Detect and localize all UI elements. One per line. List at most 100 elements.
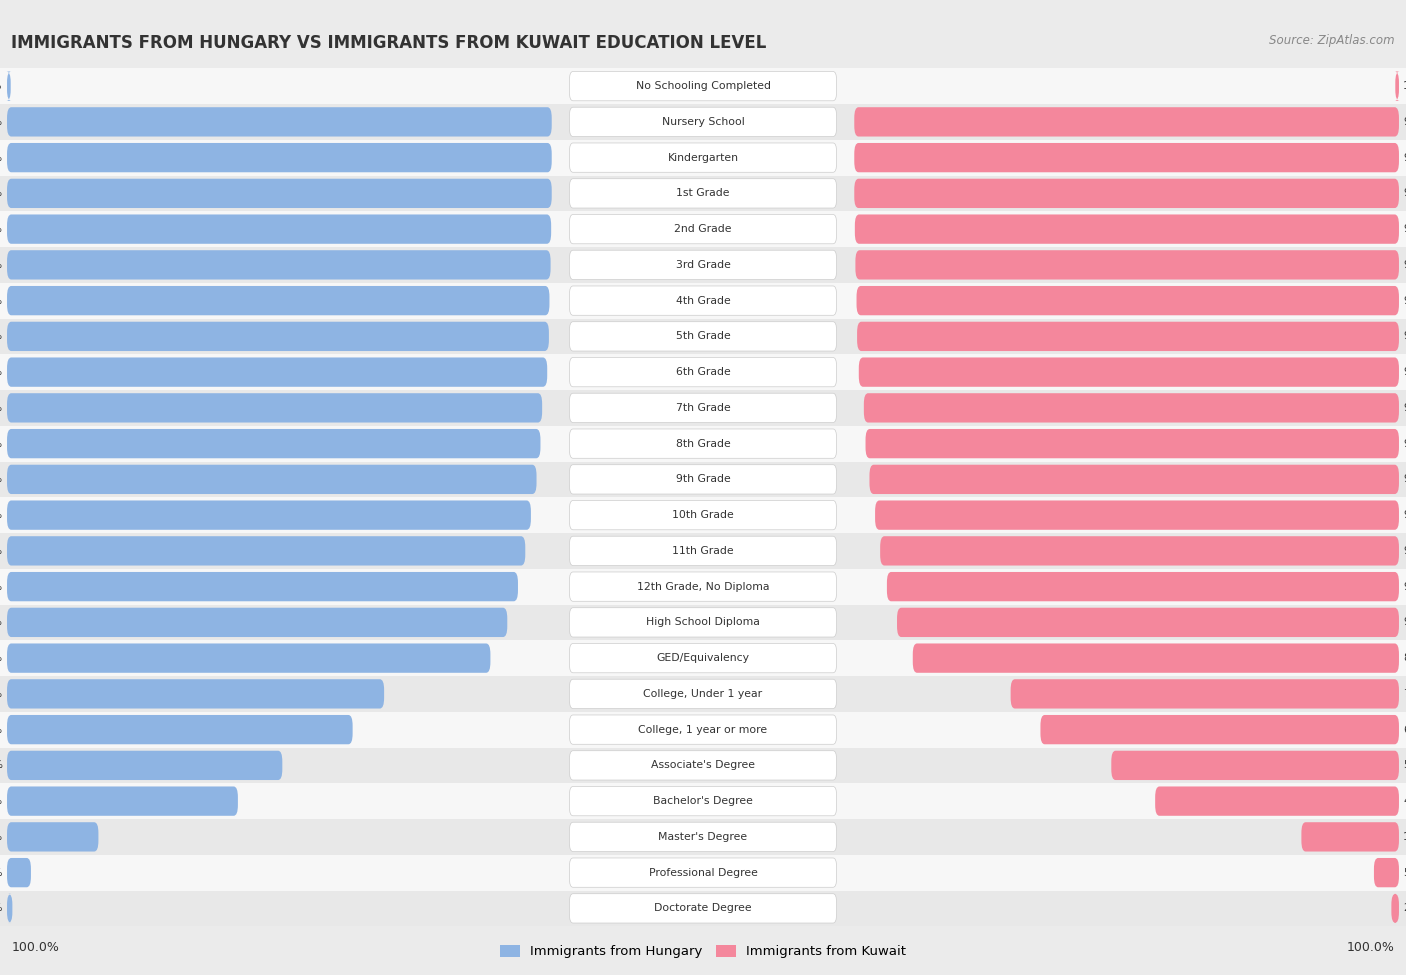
- Bar: [0, 604, 1406, 641]
- Text: 18.6%: 18.6%: [1403, 832, 1406, 841]
- Bar: [0, 139, 1406, 176]
- Text: 93.5%: 93.5%: [1403, 546, 1406, 556]
- FancyBboxPatch shape: [855, 107, 1399, 136]
- Bar: [0, 890, 1406, 926]
- FancyBboxPatch shape: [569, 429, 837, 458]
- Text: 100.0%: 100.0%: [11, 941, 59, 955]
- Bar: [0, 497, 1406, 533]
- FancyBboxPatch shape: [569, 286, 837, 315]
- Text: 97.3%: 97.3%: [0, 368, 3, 377]
- FancyBboxPatch shape: [7, 107, 551, 136]
- Text: 2.6%: 2.6%: [1403, 904, 1406, 914]
- FancyBboxPatch shape: [569, 894, 837, 923]
- Text: College, 1 year or more: College, 1 year or more: [638, 724, 768, 734]
- Bar: [0, 68, 1406, 104]
- Text: 95.4%: 95.4%: [0, 475, 3, 485]
- FancyBboxPatch shape: [7, 178, 551, 208]
- Text: 3rd Grade: 3rd Grade: [675, 260, 731, 270]
- FancyBboxPatch shape: [7, 500, 531, 529]
- Text: Associate's Degree: Associate's Degree: [651, 760, 755, 770]
- Bar: [0, 212, 1406, 247]
- FancyBboxPatch shape: [875, 500, 1399, 529]
- Bar: [0, 390, 1406, 426]
- Bar: [0, 676, 1406, 712]
- FancyBboxPatch shape: [1011, 680, 1399, 709]
- Bar: [0, 533, 1406, 568]
- Text: 92.3%: 92.3%: [1403, 582, 1406, 592]
- Bar: [0, 283, 1406, 319]
- Text: 96.4%: 96.4%: [1403, 403, 1406, 412]
- Text: 100.0%: 100.0%: [1347, 941, 1395, 955]
- Text: 92.1%: 92.1%: [0, 582, 3, 592]
- Text: 93.4%: 93.4%: [0, 546, 3, 556]
- Text: 87.7%: 87.7%: [1403, 653, 1406, 663]
- FancyBboxPatch shape: [569, 465, 837, 494]
- Text: 98.0%: 98.0%: [1403, 224, 1406, 234]
- Bar: [0, 461, 1406, 497]
- Text: GED/Equivalency: GED/Equivalency: [657, 653, 749, 663]
- FancyBboxPatch shape: [866, 429, 1399, 458]
- FancyBboxPatch shape: [569, 607, 837, 637]
- FancyBboxPatch shape: [7, 715, 353, 744]
- Text: 2nd Grade: 2nd Grade: [675, 224, 731, 234]
- FancyBboxPatch shape: [569, 178, 837, 208]
- FancyBboxPatch shape: [7, 429, 540, 458]
- FancyBboxPatch shape: [7, 465, 537, 494]
- Text: 2.2%: 2.2%: [0, 904, 3, 914]
- FancyBboxPatch shape: [569, 536, 837, 565]
- FancyBboxPatch shape: [7, 143, 551, 173]
- Text: 97.3%: 97.3%: [1403, 368, 1406, 377]
- Text: 68.3%: 68.3%: [0, 689, 3, 699]
- Text: 7th Grade: 7th Grade: [676, 403, 730, 412]
- Bar: [0, 783, 1406, 819]
- FancyBboxPatch shape: [7, 322, 548, 351]
- FancyBboxPatch shape: [1395, 71, 1399, 100]
- Text: 97.9%: 97.9%: [0, 260, 3, 270]
- Text: 62.7%: 62.7%: [0, 724, 3, 734]
- Text: 98.1%: 98.1%: [0, 188, 3, 198]
- FancyBboxPatch shape: [7, 71, 11, 100]
- Text: 97.6%: 97.6%: [0, 332, 3, 341]
- Text: 94.4%: 94.4%: [1403, 510, 1406, 520]
- FancyBboxPatch shape: [7, 751, 283, 780]
- Text: Bachelor's Degree: Bachelor's Degree: [652, 797, 754, 806]
- Text: 90.2%: 90.2%: [0, 617, 3, 627]
- Text: 1.9%: 1.9%: [0, 81, 3, 91]
- Bar: [0, 176, 1406, 212]
- Legend: Immigrants from Hungary, Immigrants from Kuwait: Immigrants from Hungary, Immigrants from…: [495, 940, 911, 963]
- FancyBboxPatch shape: [7, 214, 551, 244]
- Text: Master's Degree: Master's Degree: [658, 832, 748, 841]
- Text: 8th Grade: 8th Grade: [676, 439, 730, 448]
- FancyBboxPatch shape: [880, 536, 1399, 565]
- Text: 9th Grade: 9th Grade: [676, 475, 730, 485]
- Text: 96.1%: 96.1%: [0, 439, 3, 448]
- Text: Doctorate Degree: Doctorate Degree: [654, 904, 752, 914]
- FancyBboxPatch shape: [569, 358, 837, 387]
- Bar: [0, 247, 1406, 283]
- FancyBboxPatch shape: [7, 607, 508, 637]
- FancyBboxPatch shape: [887, 572, 1399, 602]
- FancyBboxPatch shape: [855, 251, 1399, 280]
- Text: 95.4%: 95.4%: [1403, 475, 1406, 485]
- FancyBboxPatch shape: [569, 71, 837, 100]
- Text: 42.3%: 42.3%: [0, 797, 3, 806]
- Text: 6th Grade: 6th Grade: [676, 368, 730, 377]
- FancyBboxPatch shape: [569, 322, 837, 351]
- Text: IMMIGRANTS FROM HUNGARY VS IMMIGRANTS FROM KUWAIT EDUCATION LEVEL: IMMIGRANTS FROM HUNGARY VS IMMIGRANTS FR…: [11, 34, 766, 52]
- Bar: [0, 354, 1406, 390]
- FancyBboxPatch shape: [855, 214, 1399, 244]
- FancyBboxPatch shape: [569, 858, 837, 887]
- FancyBboxPatch shape: [569, 644, 837, 673]
- Text: High School Diploma: High School Diploma: [647, 617, 759, 627]
- Text: 11th Grade: 11th Grade: [672, 546, 734, 556]
- FancyBboxPatch shape: [7, 680, 384, 709]
- Text: College, Under 1 year: College, Under 1 year: [644, 689, 762, 699]
- Text: 90.5%: 90.5%: [1403, 617, 1406, 627]
- Text: 17.5%: 17.5%: [0, 832, 3, 841]
- Bar: [0, 855, 1406, 890]
- FancyBboxPatch shape: [1156, 787, 1399, 816]
- Text: 94.4%: 94.4%: [0, 510, 3, 520]
- Text: 1.9%: 1.9%: [1403, 81, 1406, 91]
- Text: 98.1%: 98.1%: [1403, 188, 1406, 198]
- FancyBboxPatch shape: [7, 286, 550, 315]
